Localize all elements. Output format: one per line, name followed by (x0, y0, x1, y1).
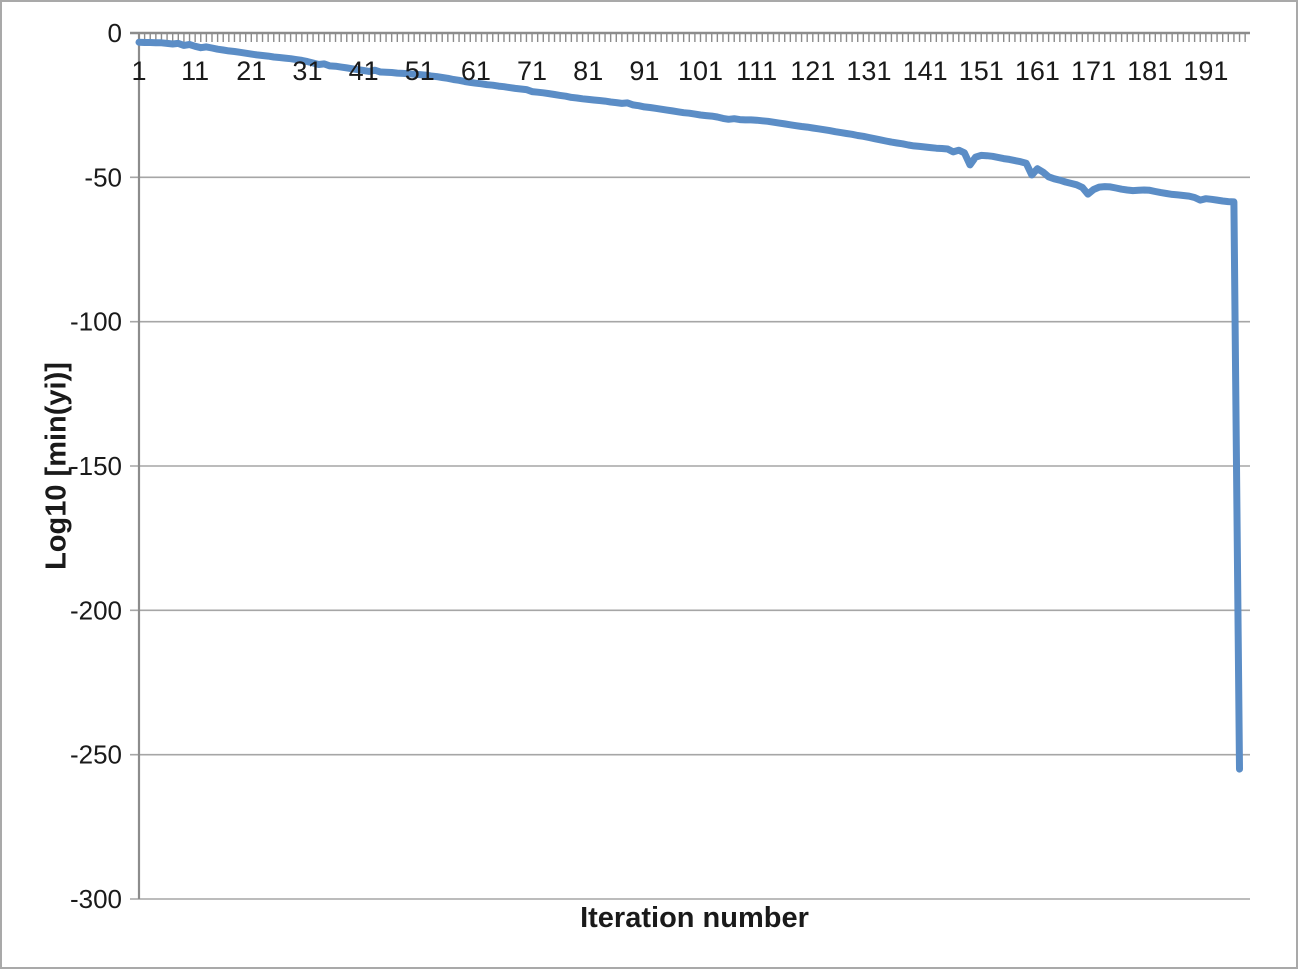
x-tick-label: 181 (1127, 56, 1172, 86)
y-tick-label: -50 (84, 162, 122, 192)
x-tick-label: 21 (236, 56, 266, 86)
x-tick-label: 161 (1015, 56, 1060, 86)
y-tick-label: -250 (70, 740, 122, 770)
x-tick-label: 81 (573, 56, 603, 86)
x-tick-label: 141 (903, 56, 948, 86)
x-tick-label: 101 (678, 56, 723, 86)
x-tick-label: 151 (959, 56, 1004, 86)
y-tick-label: -150 (70, 451, 122, 481)
y-tick-label: 0 (108, 18, 122, 48)
x-tick-label: 171 (1071, 56, 1116, 86)
x-tick-label: 41 (349, 56, 379, 86)
x-tick-label: 61 (461, 56, 491, 86)
y-axis-title: Log10 [min(yi)] (40, 362, 73, 570)
x-tick-label: 91 (629, 56, 659, 86)
x-tick-label: 111 (736, 56, 777, 86)
x-tick-label: 31 (292, 56, 322, 86)
series-line (135, 38, 1243, 773)
x-tick-label: 71 (517, 56, 547, 86)
x-axis-title: Iteration number (580, 902, 809, 934)
y-tick-label: -300 (70, 884, 122, 914)
x-tick-label: 11 (181, 56, 209, 86)
x-tick-label: 131 (846, 56, 891, 86)
y-tick-label: -200 (70, 595, 122, 625)
y-tick-label: -100 (70, 307, 122, 337)
x-tick-label: 121 (790, 56, 835, 86)
x-tick-label: 51 (405, 56, 435, 86)
x-tick-label: 191 (1183, 56, 1228, 86)
x-tick-label: 1 (131, 56, 146, 86)
